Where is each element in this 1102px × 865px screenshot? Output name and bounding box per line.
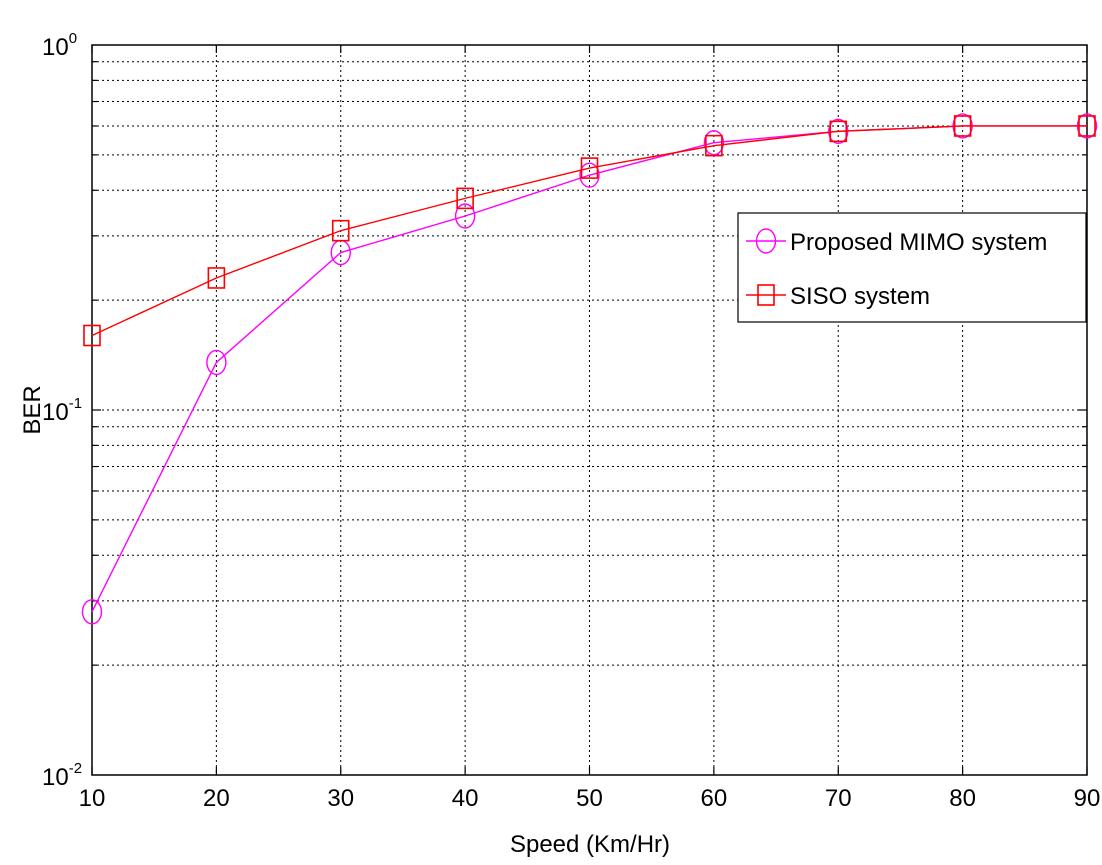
data-point-siso-system [83, 324, 101, 347]
legend-label-proposed-mimo-system: Proposed MIMO system [790, 229, 1047, 256]
data-point-siso-system [953, 115, 972, 137]
data-point-siso-system [705, 134, 723, 157]
x-tick-label: 50 [576, 785, 603, 812]
data-point-proposed-mimo-system [454, 203, 476, 229]
y-tick-label: 10-2 [42, 760, 82, 791]
x-tick-label: 40 [452, 785, 479, 812]
legend-marker-siso-system [757, 284, 775, 306]
y-tick-label: 100 [42, 30, 77, 61]
x-axis-label: Speed (Km/Hr) [510, 831, 670, 858]
x-tick-label: 60 [701, 785, 728, 812]
data-point-siso-system [207, 267, 226, 289]
data-point-proposed-mimo-system [206, 349, 227, 376]
grid [92, 45, 1087, 775]
series-layer [81, 113, 1098, 625]
legend: Proposed MIMO system SISO system [737, 212, 1087, 323]
data-point-siso-system [829, 120, 848, 143]
series-line-proposed-mimo-system [91, 125, 1087, 613]
x-tick-label: 90 [1074, 785, 1101, 812]
data-point-proposed-mimo-system [81, 599, 103, 625]
legend-box [737, 212, 1087, 323]
y-tick-label: 10-1 [42, 395, 82, 426]
data-point-proposed-mimo-system [703, 129, 725, 156]
x-tick-label: 70 [825, 785, 852, 812]
x-tick-label: 20 [203, 785, 230, 812]
data-point-siso-system [580, 157, 599, 179]
legend-marker-proposed-mimo-system [755, 228, 777, 254]
axis-ticks: 10 20 30 40 50 60 70 80 90 10-2 10-1 100 [42, 30, 1100, 812]
x-tick-label: 80 [949, 785, 976, 812]
data-point-siso-system [1078, 115, 1096, 137]
legend-label-siso-system: SISO system [790, 283, 930, 310]
data-point-proposed-mimo-system [579, 162, 600, 188]
y-axis-label: BER [19, 385, 46, 434]
series-line-siso-system [91, 125, 1087, 337]
x-tick-label: 30 [327, 785, 354, 812]
data-point-siso-system [456, 187, 474, 210]
data-point-siso-system [331, 219, 350, 242]
x-tick-label: 10 [79, 785, 106, 812]
